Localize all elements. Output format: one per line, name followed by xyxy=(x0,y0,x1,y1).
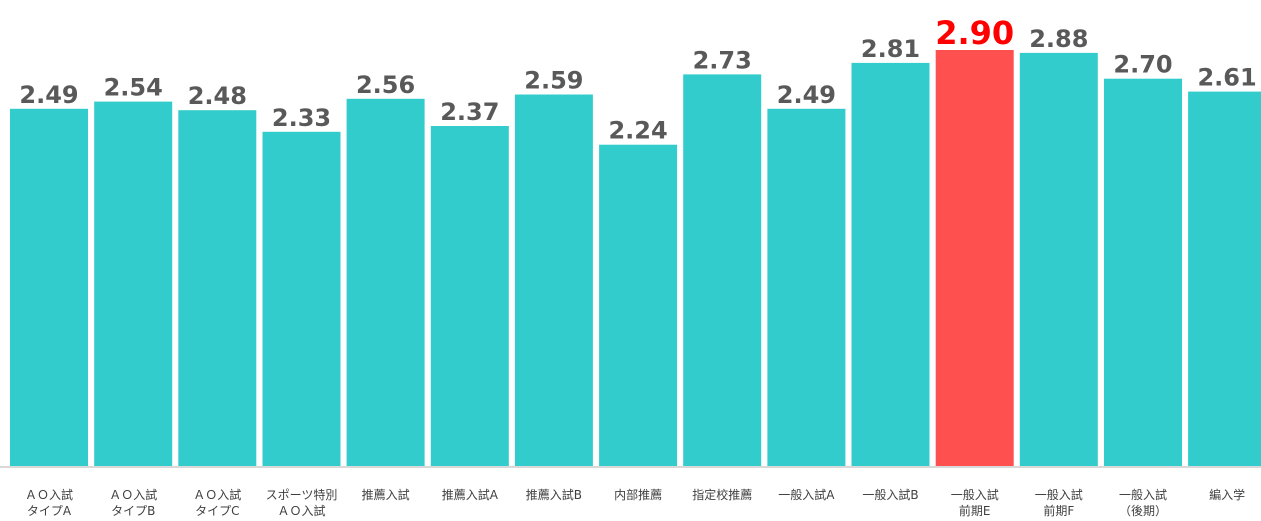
category-label-0-line-1: タイプA xyxy=(27,504,72,518)
bar-11 xyxy=(935,50,1014,466)
bar-14 xyxy=(1188,91,1261,466)
category-label-13-line-0: 一般入試 xyxy=(1119,487,1167,502)
category-label-1-line-1: タイプB xyxy=(111,504,155,518)
value-label-5: 2.37 xyxy=(440,98,499,126)
category-label-2-line-0: ＡＯ入試 xyxy=(193,487,241,502)
category-label-13-line-1: （後期） xyxy=(1119,504,1167,518)
category-label-14: 編入学 xyxy=(1209,487,1245,502)
category-label-11-line-0: 一般入試 xyxy=(951,487,999,502)
bar-10 xyxy=(851,62,930,467)
category-label-0-line-0: ＡＯ入試 xyxy=(25,487,73,502)
value-label-2: 2.48 xyxy=(188,82,247,110)
category-label-2-line-1: タイプC xyxy=(195,504,239,518)
value-label-9: 2.49 xyxy=(777,81,836,109)
bar-8 xyxy=(683,74,762,467)
value-label-0: 2.49 xyxy=(19,81,78,109)
value-label-7: 2.24 xyxy=(608,117,667,145)
category-label-12-line-0: 一般入試 xyxy=(1035,487,1083,502)
value-label-6: 2.59 xyxy=(524,67,583,95)
category-label-12-line-1: 前期F xyxy=(1043,503,1074,518)
value-label-13: 2.70 xyxy=(1113,51,1172,79)
value-label-10: 2.81 xyxy=(861,35,920,63)
category-label-3-line-1: ＡＯ入試 xyxy=(277,503,325,518)
category-label-11-line-1: 前期E xyxy=(959,503,991,518)
bar-5 xyxy=(430,126,509,466)
bar-12 xyxy=(1019,52,1098,467)
value-label-12: 2.88 xyxy=(1029,25,1088,53)
category-label-3-line-0: スポーツ特別 xyxy=(266,487,338,502)
value-label-1: 2.54 xyxy=(104,74,163,102)
category-label-7: 内部推薦 xyxy=(614,487,662,502)
value-label-11: 2.90 xyxy=(935,14,1014,52)
category-label-5: 推薦入試A xyxy=(442,487,499,502)
category-label-4: 推薦入試 xyxy=(362,487,410,502)
category-label-6: 推薦入試B xyxy=(526,487,582,502)
bar-7 xyxy=(599,144,678,466)
category-label-1-line-0: ＡＯ入試 xyxy=(109,487,157,502)
category-label-10: 一般入試B xyxy=(862,487,918,502)
bar-2 xyxy=(178,110,257,466)
category-label-8: 指定校推薦 xyxy=(692,487,752,502)
value-label-3: 2.33 xyxy=(272,104,331,132)
value-label-4: 2.56 xyxy=(356,71,415,99)
bar-13 xyxy=(1104,78,1182,466)
bar-6 xyxy=(514,94,593,466)
bars-group xyxy=(10,50,1261,467)
category-label-9: 一般入試A xyxy=(778,487,835,502)
value-labels-group: 2.49 2.54 2.48 2.33 2.56 2.37 2.59 2.24 2.73 2.49… xyxy=(19,14,1256,145)
value-label-8: 2.73 xyxy=(693,46,752,74)
bar-9 xyxy=(767,108,846,467)
bar-3 xyxy=(262,131,341,467)
bar-0 xyxy=(10,108,88,467)
value-label-14: 2.61 xyxy=(1197,64,1256,92)
bar-4 xyxy=(346,98,425,467)
bar-1 xyxy=(94,101,173,466)
